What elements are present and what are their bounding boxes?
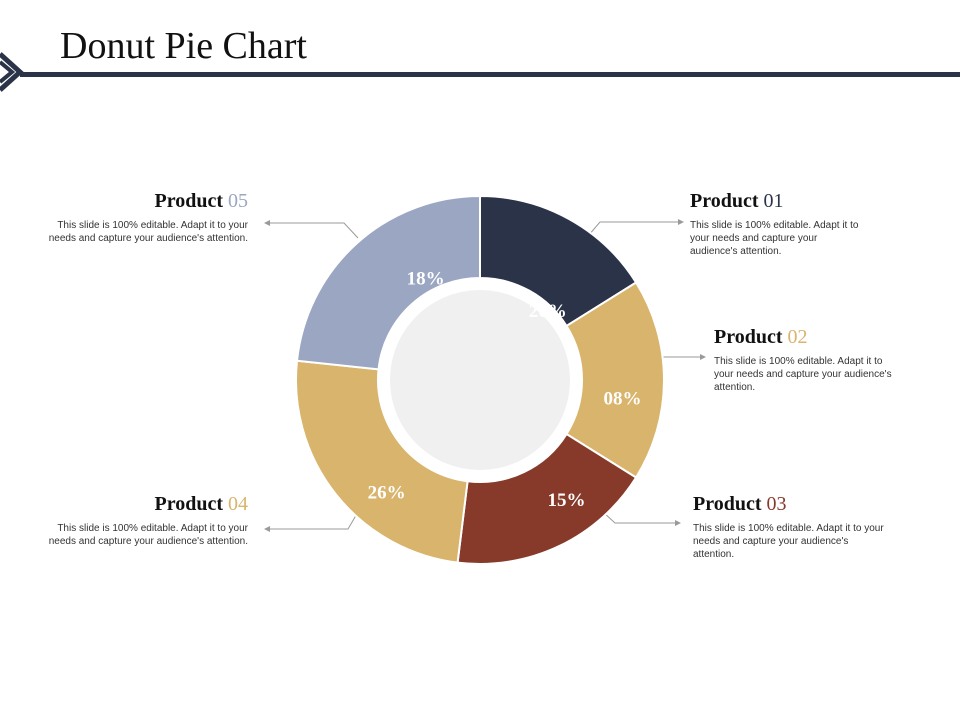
product-05-block: Product 05 This slide is 100% editable. …	[48, 189, 248, 245]
product-01-number: 01	[763, 190, 784, 212]
slice-label-product-05: 18%	[407, 269, 445, 290]
product-02-block: Product 02 This slide is 100% editable. …	[714, 325, 894, 394]
product-02-description: This slide is 100% editable. Adapt it to…	[714, 356, 892, 393]
product-01-title: Product 01	[690, 189, 860, 213]
product-05-word: Product	[154, 190, 223, 212]
product-02-title: Product 02	[714, 325, 894, 349]
slice-label-product-03: 15%	[548, 490, 586, 511]
product-05-title: Product 05	[48, 189, 248, 213]
connector-product-04	[270, 511, 359, 530]
product-01-word: Product	[690, 190, 759, 212]
donut-center-circle	[390, 290, 570, 470]
slice-label-product-01: 20%	[529, 301, 567, 322]
product-04-number: 04	[228, 493, 248, 515]
connector-arrowhead-product-05	[264, 220, 270, 226]
product-05-number: 05	[228, 190, 248, 212]
product-03-description: This slide is 100% editable. Adapt it to…	[693, 523, 884, 560]
connector-arrowhead-product-01	[678, 219, 684, 225]
donut-slices	[295, 194, 665, 565]
slice-label-product-04: 26%	[368, 482, 406, 503]
connector-arrowhead-product-03	[675, 520, 681, 526]
product-03-block: Product 03 This slide is 100% editable. …	[693, 492, 888, 561]
product-04-description: This slide is 100% editable. Adapt it to…	[48, 523, 248, 547]
connector-product-05	[270, 222, 359, 239]
product-01-description: This slide is 100% editable. Adapt it to…	[690, 220, 859, 257]
connector-arrowhead-product-02	[700, 354, 706, 360]
connector-arrowhead-product-04	[264, 526, 270, 532]
product-01-block: Product 01 This slide is 100% editable. …	[690, 189, 860, 258]
connector-product-01	[587, 221, 678, 237]
slice-labels: 20% 08% 15% 26% 18%	[368, 269, 642, 511]
page-title: Donut Pie Chart	[60, 25, 307, 67]
product-04-word: Product	[154, 493, 223, 515]
donut-slice-product-04	[295, 359, 469, 564]
donut-slice-product-05	[295, 194, 481, 371]
product-04-block: Product 04 This slide is 100% editable. …	[48, 492, 248, 548]
product-05-description: This slide is 100% editable. Adapt it to…	[48, 220, 248, 244]
product-03-title: Product 03	[693, 492, 888, 516]
connector-product-03	[602, 511, 675, 524]
connector-lines	[264, 219, 706, 532]
product-04-title: Product 04	[48, 492, 248, 516]
product-02-number: 02	[787, 326, 808, 348]
product-03-number: 03	[766, 493, 787, 515]
donut-slice-product-02	[565, 281, 665, 479]
slice-label-product-02: 08%	[603, 388, 641, 409]
header-rule	[20, 72, 960, 77]
product-02-word: Product	[714, 326, 783, 348]
donut-slice-product-03	[456, 432, 638, 565]
product-03-word: Product	[693, 493, 762, 515]
